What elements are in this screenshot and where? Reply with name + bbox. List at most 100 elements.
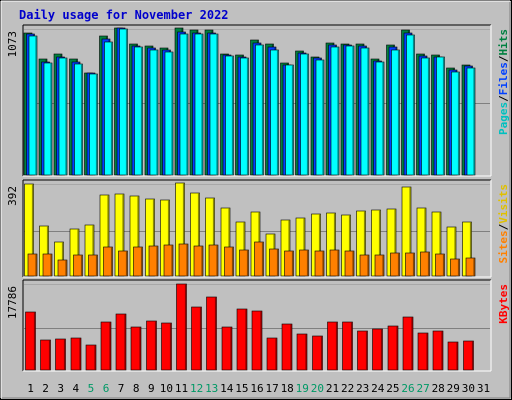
bar-kbytes bbox=[100, 321, 112, 371]
bar-kbytes-edge bbox=[169, 323, 172, 370]
bar-pages bbox=[119, 28, 128, 176]
bar-kbytes bbox=[146, 320, 157, 371]
bar-pages-edge bbox=[442, 57, 445, 175]
bar-pages-edge bbox=[412, 35, 415, 175]
x-tick-label: 13 bbox=[205, 382, 218, 395]
bar-pages bbox=[285, 64, 294, 176]
bar-kbytes bbox=[85, 344, 97, 371]
bar-pages bbox=[421, 57, 430, 176]
bar-pages-edge bbox=[367, 48, 369, 175]
legend-sites: Sites bbox=[497, 230, 510, 263]
bar-sites bbox=[374, 254, 385, 277]
bar-sites-edge bbox=[216, 245, 218, 276]
bar-sites-edge bbox=[186, 244, 188, 276]
bar-sites-edge bbox=[473, 258, 475, 276]
bar-sites bbox=[88, 254, 98, 277]
bar-pages bbox=[345, 45, 355, 176]
bar-sites-edge bbox=[322, 251, 324, 276]
bar-sites bbox=[344, 250, 355, 277]
bar-kbytes-edge bbox=[305, 334, 307, 370]
bar-sites-edge bbox=[367, 255, 369, 276]
x-tick-label: 16 bbox=[250, 382, 263, 395]
bar-visits-edge bbox=[318, 214, 321, 276]
bar-visits-edge bbox=[61, 242, 64, 276]
x-axis: 1 2 3 4 5 6 7 8 9 10 11 12 13 14 15 16 17 18 19 20 21 22 23 24 2… bbox=[27, 382, 490, 395]
bar-kbytes bbox=[130, 326, 142, 371]
bar-kbytes-edge bbox=[365, 331, 368, 370]
bar-pages bbox=[406, 34, 415, 176]
bar-sites-edge bbox=[276, 249, 279, 276]
bar-kbytes bbox=[402, 316, 414, 371]
bar-kbytes-edge bbox=[275, 338, 277, 370]
bar-sites-edge bbox=[382, 255, 384, 276]
bar-sites bbox=[163, 244, 174, 277]
bar-pages-edge bbox=[276, 50, 279, 175]
bar-sites bbox=[450, 258, 460, 277]
x-tick-label: 3 bbox=[57, 382, 64, 395]
bar-pages-edge bbox=[156, 50, 158, 175]
bar-kbytes bbox=[191, 306, 202, 371]
bar-pages-edge bbox=[473, 68, 475, 175]
bar-sites bbox=[239, 249, 249, 277]
bar-pages bbox=[375, 61, 385, 176]
bar-sites-edge bbox=[352, 251, 354, 276]
bar-pages-edge bbox=[65, 58, 67, 175]
bar-pages bbox=[209, 33, 219, 176]
x-tick-label: 14 bbox=[220, 382, 234, 395]
bar-sites-edge bbox=[231, 247, 234, 276]
bar-pages bbox=[391, 49, 400, 176]
bar-kbytes bbox=[70, 337, 82, 371]
bar-pages-edge bbox=[186, 34, 188, 175]
bar-pages-edge bbox=[140, 47, 143, 175]
bar-visits-edge bbox=[77, 229, 79, 276]
bar-visits-edge bbox=[333, 213, 336, 276]
bar-pages bbox=[58, 57, 68, 176]
bar-sites-edge bbox=[261, 242, 264, 276]
bar-kbytes-edge bbox=[471, 341, 474, 370]
bar-sites-edge bbox=[427, 252, 430, 276]
bar-kbytes-edge bbox=[48, 340, 51, 370]
bar-kbytes bbox=[55, 338, 66, 371]
bar-sites-edge bbox=[201, 246, 203, 276]
bar-visits-edge bbox=[152, 199, 155, 276]
bar-kbytes-edge bbox=[411, 317, 413, 370]
bar-sites-edge bbox=[306, 250, 309, 276]
bar-sites bbox=[57, 259, 68, 277]
bar-kbytes-edge bbox=[124, 314, 126, 370]
bar-visits-edge bbox=[288, 220, 290, 276]
bar-pages-edge bbox=[352, 46, 354, 175]
bar-pages bbox=[255, 44, 264, 176]
bar-kbytes bbox=[463, 340, 474, 371]
bar-sites bbox=[224, 246, 234, 277]
bar-visits-edge bbox=[197, 193, 200, 276]
bar-pages-edge bbox=[397, 50, 400, 175]
bar-kbytes-edge bbox=[380, 329, 383, 370]
bar-visits-edge bbox=[46, 226, 49, 276]
bar-kbytes-edge bbox=[290, 324, 292, 370]
bar-pages bbox=[360, 47, 370, 176]
bar-visits-edge bbox=[424, 208, 426, 276]
legend-text: KBytes bbox=[497, 284, 510, 324]
bar-pages bbox=[330, 46, 340, 176]
bar-pages bbox=[179, 33, 189, 176]
x-tick-label: 12 bbox=[190, 382, 203, 395]
bar-sites-edge bbox=[246, 250, 249, 276]
bar-visits-edge bbox=[228, 208, 230, 276]
bar-sites-edge bbox=[140, 247, 143, 276]
bar-kbytes bbox=[206, 296, 217, 371]
x-tick-label: 17 bbox=[265, 382, 278, 395]
legend-files: Files bbox=[497, 62, 510, 95]
bar-kbytes bbox=[417, 332, 429, 371]
bar-sites bbox=[314, 250, 325, 277]
x-tick-label: 24 bbox=[371, 382, 385, 395]
bar-pages-edge bbox=[322, 60, 324, 175]
bar-pages bbox=[300, 53, 309, 176]
bar-kbytes bbox=[357, 330, 368, 371]
x-tick-label: 30 bbox=[462, 382, 475, 395]
bar-sites-edge bbox=[110, 247, 113, 276]
bar-pages bbox=[466, 67, 476, 176]
x-tick-label: 1 bbox=[27, 382, 34, 395]
bar-pages-edge bbox=[171, 52, 173, 175]
